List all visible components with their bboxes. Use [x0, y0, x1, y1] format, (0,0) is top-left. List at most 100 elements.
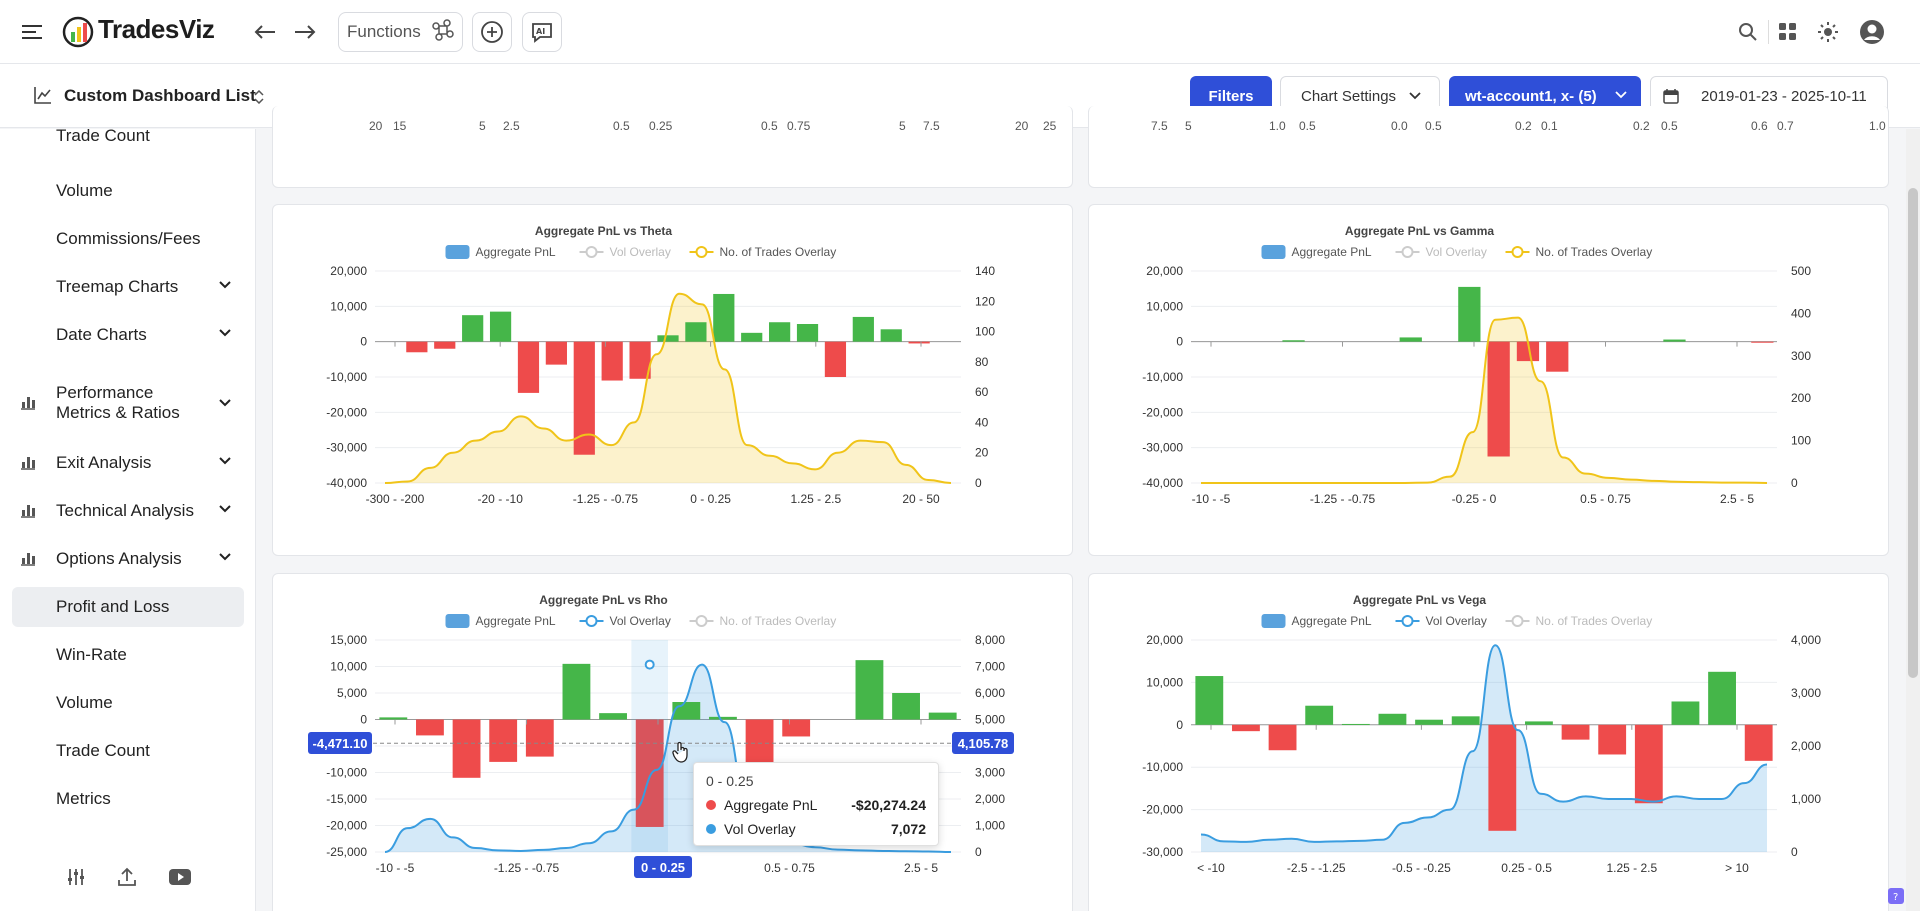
back-arrow-icon[interactable] [252, 20, 278, 44]
chevron-down-icon [219, 457, 231, 465]
svg-text:?: ? [1893, 892, 1898, 901]
sidebar-item-label: Date Charts [56, 325, 147, 344]
y-tick-label: -20,000 [326, 405, 367, 419]
sidebar-item-label: Exit Analysis [56, 453, 152, 472]
sidebar-item-label: Trade Count [56, 126, 150, 145]
legend-vol-label: Vol Overlay [610, 245, 671, 259]
y-tick-label: -30,000 [326, 441, 367, 455]
bar [1195, 676, 1224, 725]
svg-text:20: 20 [1015, 119, 1029, 133]
forward-arrow-icon[interactable] [292, 20, 318, 44]
tooltip-vol-label: Vol Overlay [724, 821, 796, 837]
page-scrollbar-thumb[interactable] [1908, 188, 1918, 678]
tooltip-pnl-label: Aggregate PnL [724, 797, 818, 813]
overlay-area [1201, 317, 1767, 483]
chart-tooltip: 0 - 0.25 Aggregate PnL -$20,274.24 Vol O… [693, 762, 939, 846]
youtube-icon[interactable] [168, 865, 192, 889]
partial-axis-ticks: 7.5 5 1.0 0.5 0.0 0.5 0.2 0.1 0.2 0.5 0.6 0.7 1.0 [1151, 119, 1886, 133]
sidebar-item-label: Volume [56, 693, 113, 712]
y-tick-label: 5,000 [337, 686, 367, 700]
x-tick-label: 1.25 - 2.5 [790, 492, 841, 506]
bar [1487, 341, 1510, 457]
bar [824, 341, 847, 377]
sidebar-item-label: Profit and Loss [56, 597, 170, 616]
dashboard-title[interactable]: Custom Dashboard List [64, 86, 256, 105]
account-label: wt-account1, x- (5) [1465, 87, 1597, 105]
bar-chart-icon [21, 457, 35, 470]
x-tick-label: -0.25 - 0 [1452, 492, 1497, 506]
bar [928, 712, 957, 720]
tradesviz-logo-icon[interactable] [62, 16, 94, 48]
sidebar-item-options-analysis[interactable]: Options Analysis [12, 539, 244, 579]
chart-title: Aggregate PnL vs Gamma [1345, 224, 1494, 238]
chart-legend: Aggregate PnL Vol Overlay No. of Trades Ov… [1261, 614, 1652, 628]
bar [599, 713, 627, 720]
x-tick-label: -2.5 - -1.25 [1287, 861, 1346, 875]
legend-trades-marker [695, 246, 708, 258]
x-tick-label: > 10 [1725, 861, 1749, 875]
chevron-down-icon [1615, 91, 1627, 99]
chart-panel-above-left: 20 15 5 2.5 0.5 0.25 0.5 0.75 5 7.5 20 25 [272, 106, 1073, 188]
bar [545, 341, 567, 365]
bar [880, 329, 902, 342]
sidebar-item-metrics[interactable]: Metrics [12, 779, 244, 819]
sidebar-item-win-rate[interactable]: Win-Rate [12, 635, 244, 675]
app-name[interactable]: TradesViz [98, 14, 215, 44]
bar [452, 719, 481, 778]
y-tick-label: 10,000 [330, 660, 367, 674]
sidebar-item-treemap-charts[interactable]: Treemap Charts [12, 267, 244, 307]
ai-chat-button[interactable]: AI [522, 12, 562, 52]
sidebar-item-label: Metrics & Ratios [56, 403, 180, 422]
y-tick-label: -20,000 [1142, 405, 1183, 419]
svg-text:0.5: 0.5 [761, 119, 778, 133]
bar [1671, 701, 1700, 725]
sidebar-item-volume[interactable]: Volume [12, 171, 244, 211]
user-avatar-icon[interactable] [1858, 18, 1886, 46]
legend-trades-label: No. of Trades Overlay [720, 245, 837, 259]
y2-tick-label: 140 [975, 264, 995, 278]
tooltip-pnl-value: -$20,274.24 [851, 797, 926, 813]
x-tick-label: -1.25 - -0.75 [573, 492, 639, 506]
y2-tick-label: 0 [975, 476, 982, 490]
y-tick-label: -10,000 [1142, 760, 1183, 774]
help-widget-icon[interactable]: ? [1888, 888, 1904, 904]
sidebar-item-trade-count[interactable]: Trade Count [12, 123, 244, 149]
sidebar-item-volume-options[interactable]: Volume [12, 683, 244, 723]
bar [796, 324, 819, 342]
y-tick-label: -40,000 [326, 476, 367, 490]
functions-button[interactable]: Functions [338, 12, 463, 52]
sliders-icon[interactable] [64, 865, 88, 889]
y-tick-label: 10,000 [330, 299, 367, 313]
apps-grid-icon[interactable] [1776, 20, 1800, 44]
y2-tick-label: 4,000 [1791, 633, 1821, 647]
y-tick-label: 0 [1176, 718, 1183, 732]
sidebar-item-date-charts[interactable]: Date Charts [12, 315, 244, 355]
crosshair-right-value: 4,105.78 [952, 732, 1014, 754]
y-tick-label: -10,000 [1142, 370, 1183, 384]
chart-panel-theta: Aggregate PnL vs Theta Aggregate PnL Vol O… [272, 204, 1073, 556]
upload-icon[interactable] [115, 865, 139, 889]
legend-trades-label: No. of Trades Overlay [1536, 245, 1653, 259]
sort-updown-icon[interactable] [252, 88, 266, 106]
sidebar-item-performance-metrics[interactable]: Performance Metrics & Ratios [12, 377, 244, 429]
svg-text:0.6: 0.6 [1751, 119, 1768, 133]
hamburger-menu-icon[interactable] [20, 20, 44, 44]
sidebar-item-technical-analysis[interactable]: Technical Analysis [12, 491, 244, 531]
add-button[interactable] [472, 12, 512, 52]
sidebar-item-profit-and-loss[interactable]: Profit and Loss [12, 587, 244, 627]
bar [1458, 286, 1481, 342]
sidebar-item-label: Technical Analysis [56, 501, 194, 520]
svg-text:0.75: 0.75 [787, 119, 811, 133]
theme-toggle-sun-icon[interactable] [1816, 20, 1840, 44]
chart-settings-label: Chart Settings [1301, 87, 1397, 105]
legend-trades-label: No. of Trades Overlay [720, 614, 837, 628]
chart-panel-gamma: Aggregate PnL vs Gamma Aggregate PnL Vol O… [1088, 204, 1889, 556]
sidebar-item-exit-analysis[interactable]: Exit Analysis [12, 443, 244, 483]
search-icon[interactable] [1736, 20, 1760, 44]
bar [1546, 341, 1569, 372]
bar [1341, 723, 1370, 725]
svg-text:5: 5 [479, 119, 486, 133]
bar [745, 719, 774, 763]
sidebar-item-commissions[interactable]: Commissions/Fees [12, 219, 244, 259]
sidebar-item-trade-count-options[interactable]: Trade Count [12, 731, 244, 771]
